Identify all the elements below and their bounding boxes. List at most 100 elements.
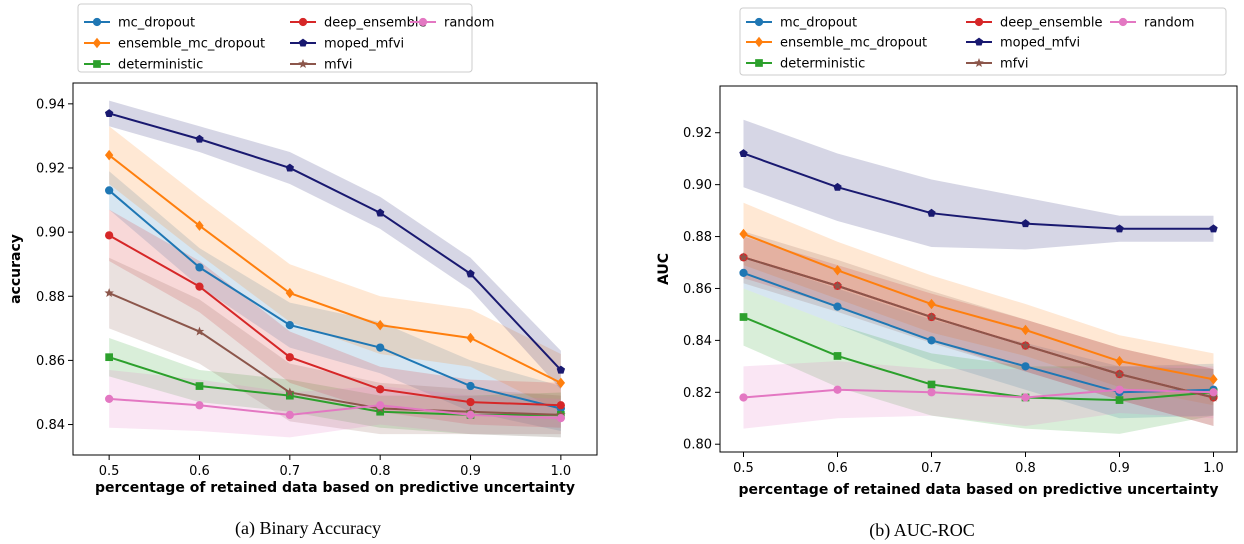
accuracy-x-tick-label: 0.5	[99, 464, 120, 479]
accuracy-legend-label-moped_mfvi: moped_mfvi	[324, 37, 404, 52]
auc-y-tick-label: 0.90	[683, 178, 712, 193]
accuracy-point-deep_ensemble	[285, 353, 294, 362]
accuracy-y-axis-label: accuracy	[8, 234, 24, 304]
accuracy-point-ensemble_mc_dropout	[466, 332, 475, 344]
auc-legend-marker-deterministic	[755, 59, 763, 67]
accuracy-point-mc_dropout	[285, 320, 294, 330]
accuracy-point-random	[105, 394, 114, 404]
accuracy-point-deep_ensemble	[556, 401, 565, 410]
auc-point-mfvi	[738, 252, 749, 262]
auc-legend-marker-random	[1118, 17, 1128, 27]
accuracy-point-moped_mfvi	[466, 269, 475, 278]
auc-point-deterministic	[833, 352, 842, 360]
auc-legend-label-mfvi: mfvi	[1000, 57, 1029, 72]
accuracy-point-deterministic	[376, 407, 385, 416]
auc-chart: 0.5 0.6 0.7 0.8 0.9 1.0 0.80 0.82 0.84 0.86 0.88 0.…	[656, 7, 1238, 541]
accuracy-legend-label-deep_ensemble: deep_ensemble	[324, 16, 427, 31]
accuracy-point-random	[556, 413, 565, 423]
auc-legend-marker-moped_mfvi	[974, 37, 984, 46]
auc-legend: mc_dropout ensemble_mc_dropout determinist…	[739, 7, 1227, 76]
auc-legend-label-random: random	[1144, 16, 1194, 31]
auc-legend-marker-mfvi	[974, 58, 984, 67]
auc-y-tick-label: 0.92	[683, 126, 712, 141]
accuracy-legend-label-random: random	[444, 16, 494, 31]
auc-point-ensemble_mc_dropout	[739, 228, 748, 240]
accuracy-band-mfvi	[109, 257, 561, 435]
auc-y-tick-label: 0.82	[683, 386, 712, 401]
accuracy-band-ensemble_mc_dropout	[109, 126, 561, 412]
auc-legend-marker-mc_dropout	[754, 17, 764, 27]
auc-x-tick-label: 1.0	[1203, 461, 1224, 476]
accuracy-legend: mc_dropout ensemble_mc_dropout determinist…	[77, 3, 494, 73]
auc-y-tick-label: 0.88	[683, 230, 712, 245]
auc-point-moped_mfvi	[1115, 224, 1124, 233]
accuracy-x-axis-label: percentage of retained data based on pre…	[95, 480, 575, 496]
accuracy-legend-label-mc_dropout: mc_dropout	[118, 16, 195, 31]
auc-caption: (b) AUC-ROC	[869, 520, 975, 541]
accuracy-x-tick-label: 0.9	[460, 464, 481, 479]
auc-x-tick-label: 0.5	[733, 461, 754, 476]
accuracy-chart: 0.5 0.6 0.7 0.8 0.9 1.0 0.84 0.86 0.88 0.90 0.92 0.…	[8, 3, 598, 539]
accuracy-legend-marker-moped_mfvi	[298, 38, 308, 47]
accuracy-point-deep_ensemble	[195, 282, 204, 291]
auc-point-deterministic	[1115, 396, 1124, 404]
auc-point-mfvi	[1208, 392, 1219, 402]
auc-point-random	[739, 393, 748, 402]
accuracy-point-ensemble_mc_dropout	[104, 149, 114, 161]
accuracy-point-moped_mfvi	[195, 134, 204, 143]
accuracy-legend-box	[77, 3, 473, 73]
auc-y-tick-label: 0.80	[683, 438, 712, 453]
accuracy-x-tick-label: 0.6	[189, 464, 210, 479]
auc-point-moped_mfvi	[927, 208, 936, 217]
auc-point-random	[927, 388, 936, 397]
accuracy-legend-marker-random	[418, 17, 428, 27]
auc-legend-label-ensemble_mc_dropout: ensemble_mc_dropout	[780, 36, 927, 51]
auc-y-tick-label: 0.84	[683, 334, 712, 349]
accuracy-point-deterministic	[195, 382, 204, 390]
accuracy-point-random	[376, 401, 385, 410]
accuracy-band-deep_ensemble	[109, 209, 561, 428]
auc-point-deterministic	[739, 313, 748, 321]
accuracy-point-mfvi	[104, 288, 114, 298]
accuracy-point-ensemble_mc_dropout	[375, 319, 385, 331]
auc-band-mc_dropout	[743, 257, 1214, 419]
auc-line-ensemble_mc_dropout	[743, 233, 1214, 381]
auc-x-tick-label: 0.7	[921, 461, 942, 476]
auc-point-moped_mfvi	[739, 149, 748, 158]
accuracy-point-moped_mfvi	[375, 208, 385, 217]
accuracy-point-mc_dropout	[466, 381, 475, 391]
accuracy-point-deep_ensemble	[376, 385, 385, 394]
auc-y-axis-label: AUC	[656, 253, 672, 285]
accuracy-point-moped_mfvi	[556, 365, 566, 374]
accuracy-caption: (a) Binary Accuracy	[235, 518, 381, 539]
accuracy-point-mfvi	[194, 326, 205, 336]
accuracy-point-ensemble_mc_dropout	[285, 287, 295, 299]
auc-point-random	[1021, 393, 1030, 402]
accuracy-point-deterministic	[105, 353, 113, 362]
accuracy-point-ensemble_mc_dropout	[195, 220, 204, 231]
auc-line-mfvi	[743, 256, 1214, 399]
auc-point-mc_dropout	[927, 336, 936, 345]
auc-x-tick-label: 0.9	[1109, 461, 1130, 476]
accuracy-point-deep_ensemble	[105, 231, 114, 240]
auc-plot-frame	[719, 85, 1238, 453]
accuracy-point-random	[195, 401, 204, 410]
accuracy-point-mc_dropout	[105, 186, 114, 195]
accuracy-point-random	[466, 410, 475, 420]
auc-point-mfvi	[926, 312, 937, 322]
auc-band-ensemble_mc_dropout	[743, 202, 1214, 406]
accuracy-y-tick-label: 0.90	[36, 226, 65, 241]
auc-point-ensemble_mc_dropout	[833, 265, 842, 276]
auc-point-mfvi	[1114, 369, 1125, 379]
accuracy-point-mc_dropout	[195, 263, 204, 272]
auc-y-tick-label: 0.86	[683, 282, 712, 297]
accuracy-point-moped_mfvi	[104, 109, 114, 118]
accuracy-legend-marker-deterministic	[93, 60, 101, 68]
auc-point-mc_dropout	[1021, 362, 1030, 371]
auc-point-mfvi	[832, 280, 843, 290]
auc-point-ensemble_mc_dropout	[1209, 374, 1218, 385]
accuracy-band-mc_dropout	[109, 171, 561, 431]
accuracy-band-moped_mfvi	[109, 100, 561, 390]
auc-legend-label-mc_dropout: mc_dropout	[780, 16, 857, 31]
